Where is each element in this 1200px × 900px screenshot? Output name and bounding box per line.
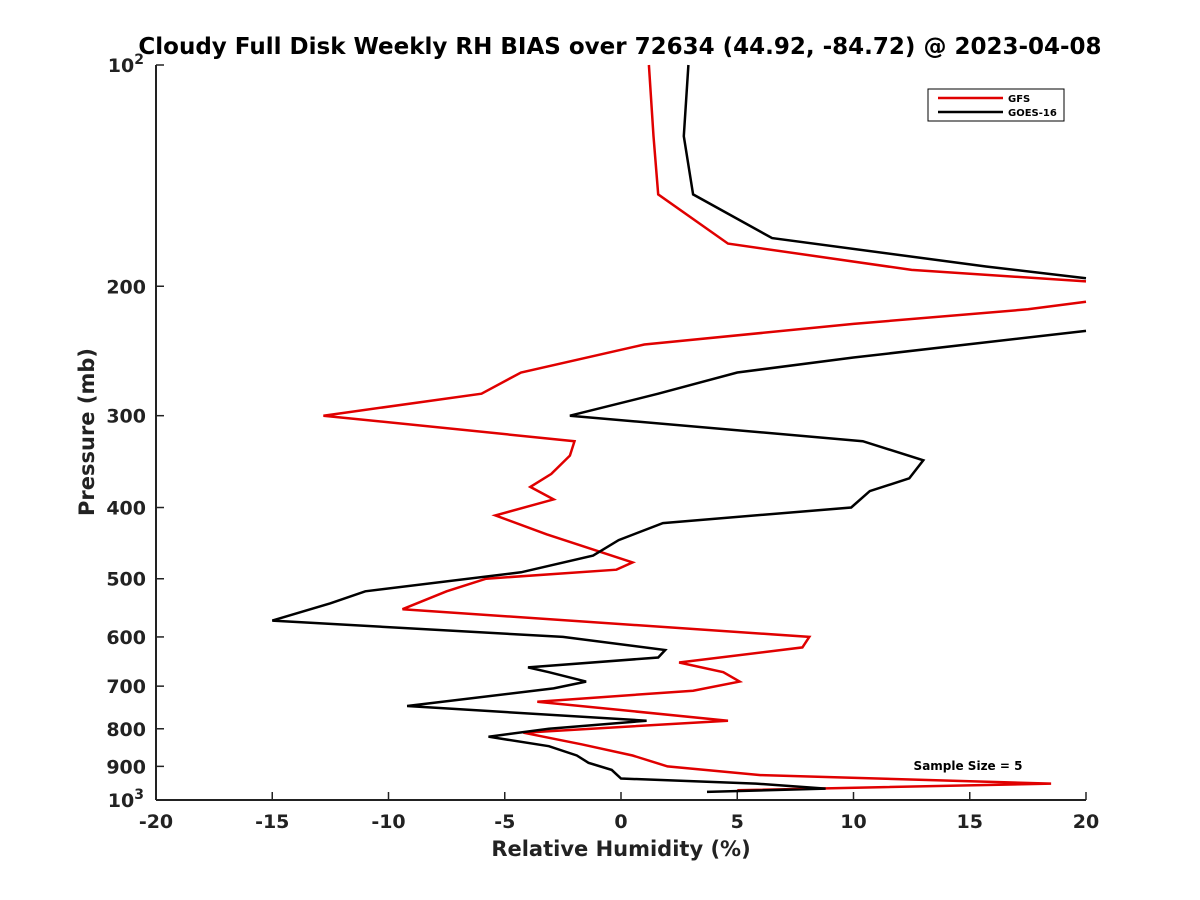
y-tick-label: 900 xyxy=(106,756,146,778)
x-tick-label: 10 xyxy=(840,811,866,833)
y-tick-label-base: 10 xyxy=(108,790,134,812)
chart-title: Cloudy Full Disk Weekly RH BIAS over 726… xyxy=(138,34,1101,60)
x-axis-label: Relative Humidity (%) xyxy=(491,837,750,861)
legend-label: GOES-16 xyxy=(1008,108,1057,119)
x-tick-label: -15 xyxy=(255,811,289,833)
y-tick-label-exponent: 3 xyxy=(134,787,144,803)
y-tick-label: 102 xyxy=(108,52,144,77)
sample-size-annotation: Sample Size = 5 xyxy=(914,759,1023,773)
y-tick-label-exponent: 2 xyxy=(134,52,144,68)
y-tick-label: 400 xyxy=(106,498,146,520)
axes xyxy=(155,65,1086,801)
x-tick-label: -5 xyxy=(494,811,515,833)
y-axis-label: Pressure (mb) xyxy=(75,348,99,516)
legend-box xyxy=(927,88,1065,122)
y-tick-label: 300 xyxy=(106,406,146,428)
series-line-gfs xyxy=(323,64,1087,792)
x-tick-label: -20 xyxy=(139,811,173,833)
x-tick-label: 20 xyxy=(1073,811,1099,833)
series-line-goes-16 xyxy=(271,64,1087,794)
x-tick-label: -10 xyxy=(371,811,405,833)
y-tick-label-base: 10 xyxy=(108,55,134,77)
plot-area xyxy=(271,64,1087,794)
y-tick-label: 200 xyxy=(106,276,146,298)
y-tick-label: 800 xyxy=(106,719,146,741)
x-tick-label: 0 xyxy=(614,811,627,833)
y-tick-label: 500 xyxy=(106,569,146,591)
x-ticks: -20 -15 -10 -5 0 5 10 15 20 xyxy=(139,792,1099,833)
x-tick-label: 5 xyxy=(731,811,744,833)
legend: GFS GOES-16 xyxy=(927,88,1065,122)
y-tick-label: 103 xyxy=(108,787,144,812)
x-tick-label: 15 xyxy=(957,811,983,833)
y-tick-label: 700 xyxy=(106,676,146,698)
y-tick-label: 600 xyxy=(106,627,146,649)
legend-label: GFS xyxy=(1008,94,1030,105)
